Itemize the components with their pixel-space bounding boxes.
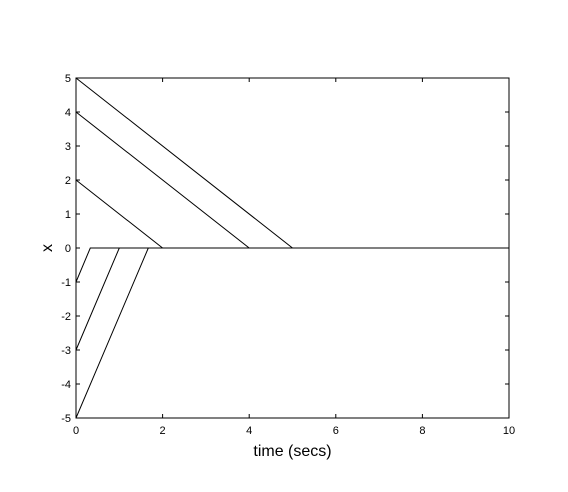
y-axis-label: x (39, 244, 56, 252)
y-tick-label: 1 (65, 209, 71, 221)
x-tick-label: 0 (73, 425, 79, 437)
series-line-6 (75, 247, 509, 419)
y-tick-label: 3 (65, 141, 71, 153)
y-tick-label: 2 (65, 175, 71, 187)
y-tick-label: -3 (61, 345, 71, 357)
x-tick-label: 10 (503, 425, 515, 437)
x-tick-label: 8 (419, 425, 425, 437)
x-axis-label: time (secs) (253, 443, 331, 460)
y-tick-label: 0 (65, 243, 71, 255)
x-axis: 0 2 4 6 8 10 (73, 78, 515, 437)
y-tick-label: -1 (61, 277, 71, 289)
y-axis: -5 -4 -3 -2 -1 0 1 2 3 4 5 (61, 73, 509, 425)
y-tick-label: -4 (61, 379, 71, 391)
y-tick-label: 5 (65, 73, 71, 85)
y-tick-label: 4 (65, 107, 71, 119)
x-tick-label: 6 (333, 425, 339, 437)
series-group (75, 77, 509, 419)
y-tick-label: -2 (61, 311, 71, 323)
y-tick-label: -5 (61, 413, 71, 425)
series-line-3 (75, 179, 509, 249)
x-tick-label: 2 (160, 425, 166, 437)
x-tick-label: 4 (246, 425, 252, 437)
series-line-5 (75, 247, 509, 351)
series-line-2 (75, 111, 509, 249)
